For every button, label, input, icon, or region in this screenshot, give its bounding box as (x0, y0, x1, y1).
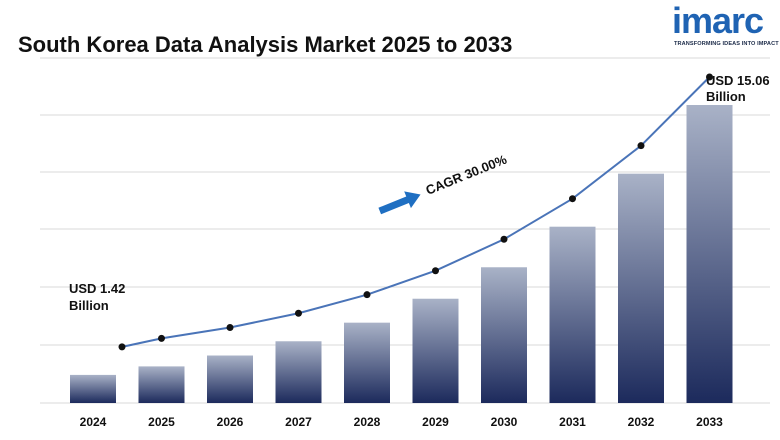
bar-2032 (618, 173, 664, 403)
cagr-arrow-icon (378, 191, 421, 215)
start-value-label: USD 1.42 (69, 281, 125, 296)
marker-2026 (226, 324, 234, 332)
bar-2033 (686, 105, 733, 403)
logo-tagline: TRANSFORMING IDEAS INTO IMPACT (674, 41, 779, 47)
tick-label-2031: 2031 (559, 415, 586, 429)
bar-2028 (344, 322, 390, 403)
page-title: South Korea Data Analysis Market 2025 to… (18, 32, 513, 57)
imarc-logo: imarc TRANSFORMING IDEAS INTO IMPACT (668, 0, 779, 50)
bars (70, 105, 733, 403)
bar-2031 (549, 226, 596, 403)
cagr-label: CAGR 30.00% (424, 152, 510, 198)
tick-label-2030: 2030 (491, 415, 518, 429)
tick-label-2028: 2028 (354, 415, 381, 429)
marker-2033 (706, 73, 713, 81)
bar-2027 (275, 341, 322, 403)
marker-2025 (158, 334, 165, 342)
logo-wordmark: imarc (672, 0, 764, 41)
end-value-label: USD 15.06 (706, 73, 770, 88)
cagr-arrow-shape (378, 191, 421, 215)
trend-line (118, 73, 713, 351)
tick-label-2027: 2027 (285, 415, 312, 429)
marker-2032 (637, 142, 645, 150)
marker-2031 (569, 195, 576, 203)
bar-2029 (412, 298, 459, 403)
x-axis-labels: 2024 2025 2026 2027 2028 2029 2030 2031 2032 2033 (80, 415, 724, 429)
marker-2024 (118, 343, 126, 351)
bar-2026 (207, 355, 253, 403)
end-unit-label: Billion (706, 89, 746, 104)
marker-2030 (500, 235, 508, 243)
start-unit-label: Billion (69, 298, 109, 313)
tick-label-2025: 2025 (148, 415, 175, 429)
bar-2024 (70, 374, 116, 403)
tick-label-2026: 2026 (217, 415, 244, 429)
bar-2030 (481, 267, 527, 403)
tick-label-2024: 2024 (80, 415, 107, 429)
tick-label-2029: 2029 (422, 415, 449, 429)
trend-line-path (121, 76, 711, 348)
marker-2029 (432, 267, 439, 275)
bar-2025 (138, 366, 185, 403)
marker-2028 (363, 291, 371, 299)
tick-label-2033: 2033 (696, 415, 723, 429)
marker-2027 (295, 309, 302, 317)
tick-label-2032: 2032 (628, 415, 655, 429)
